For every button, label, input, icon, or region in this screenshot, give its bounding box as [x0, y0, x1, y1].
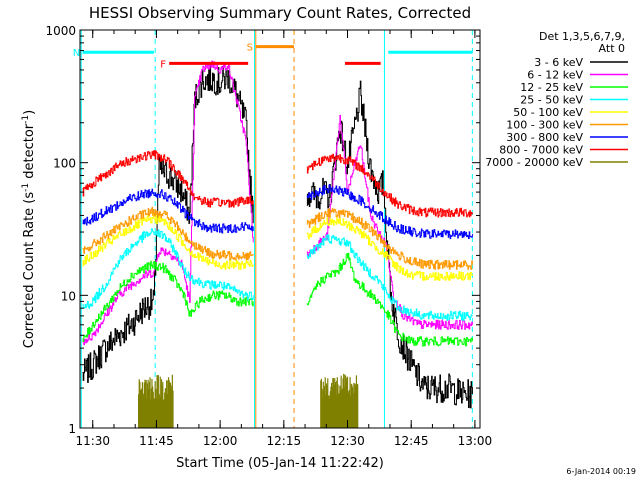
y-tick-label: 100 — [53, 157, 76, 171]
y-axis-label-sup2: -1 — [21, 115, 31, 124]
chart-title: HESSI Observing Summary Count Rates, Cor… — [89, 4, 471, 22]
y-axis-label-sup1: -1 — [21, 183, 31, 192]
y-tick-label: 1 — [68, 422, 76, 436]
series-25-50-kev-line-before-gap — [82, 228, 254, 309]
legend-label-50-100-kev: 50 - 100 keV — [513, 106, 583, 119]
x-tick-label: 12:45 — [394, 434, 429, 448]
series-6-12-kev-line-before-gap — [82, 60, 254, 346]
plot-frame — [79, 29, 481, 429]
series-50-100-kev-line-after-gap — [306, 216, 473, 281]
legend-label-7000-20000-kev: 7000 - 20000 keV — [485, 156, 583, 169]
series-3-6-kev-line-before-gap — [82, 64, 254, 383]
series-100-300-kev-line-after-gap — [306, 208, 473, 270]
x-tick-label: 11:30 — [75, 434, 110, 448]
legend-label-3-6-kev: 3 - 6 keV — [534, 56, 583, 69]
y-axis-ticks: 1 10 100 1000 — [45, 24, 480, 436]
series-7000-20000-kev-burst-1 — [137, 374, 174, 428]
x-tick-label: 12:00 — [203, 434, 238, 448]
x-tick-label: 12:15 — [267, 434, 302, 448]
flag-n-label: N — [73, 48, 80, 59]
legend-header-detectors: Det 1,3,5,6,7,9, — [539, 30, 625, 43]
y-tick-label: 10 — [61, 289, 76, 303]
series-800-7000-kev-line-after-gap — [306, 153, 473, 218]
y-axis-label: Corrected Count Rate (s-1 detector-1) — [21, 110, 37, 348]
y-axis-label-part2: detector — [22, 123, 37, 183]
legend-label-12-25-kev: 12 - 25 keV — [520, 81, 583, 94]
y-tick-label: 1000 — [45, 24, 76, 38]
legend-header-attenuator: Att 0 — [599, 42, 625, 55]
x-tick-label: 11:45 — [139, 434, 174, 448]
legend-label-100-300-kev: 100 - 300 keV — [506, 119, 583, 132]
series-800-7000-kev-line-before-gap — [82, 150, 254, 208]
legend-label-25-50-kev: 25 - 50 keV — [520, 94, 583, 107]
legend-label-6-12-kev: 6 - 12 keV — [527, 69, 583, 82]
flag-s-label: S — [247, 43, 253, 54]
footer-timestamp: 6-Jan-2014 00:19 — [566, 467, 636, 476]
series-12-25-kev-line-after-gap — [306, 252, 473, 347]
y-axis-label-part1: Corrected Count Rate (s — [22, 192, 37, 349]
series-3-6-kev-line-after-gap — [306, 80, 473, 409]
plot-area: N F S — [73, 30, 473, 428]
x-tick-label: 12:30 — [330, 434, 365, 448]
x-axis-label: Start Time (05-Jan-14 11:22:42) — [176, 456, 384, 471]
y-axis-label-part3: ) — [22, 110, 37, 115]
series-300-800-kev-line-before-gap — [82, 188, 254, 234]
series-25-50-kev-line-after-gap — [306, 234, 473, 321]
x-axis-ticks: 11:30 11:45 12:00 12:15 12:30 12:45 13:00 — [75, 30, 492, 448]
series-12-25-kev-line-before-gap — [82, 260, 254, 342]
flag-f-label: F — [160, 59, 166, 70]
series-50-100-kev-line-before-gap — [82, 213, 254, 270]
series-7000-20000-kev-burst-2 — [320, 373, 359, 428]
x-tick-label: 13:00 — [458, 434, 493, 448]
series-300-800-kev-line-after-gap — [306, 184, 473, 240]
series-100-300-kev-line-before-gap — [82, 206, 254, 261]
legend-label-800-7000-kev: 800 - 7000 keV — [499, 144, 583, 157]
legend-label-300-800-kev: 300 - 800 keV — [506, 131, 583, 144]
series-6-12-kev-line-after-gap — [306, 115, 473, 330]
